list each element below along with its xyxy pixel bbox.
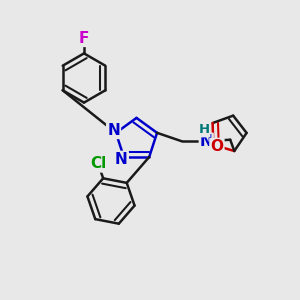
Text: Cl: Cl <box>90 156 106 171</box>
Text: F: F <box>79 31 89 46</box>
Text: H: H <box>198 123 209 136</box>
Text: N: N <box>107 123 120 138</box>
Text: N: N <box>200 134 213 149</box>
Text: O: O <box>210 139 224 154</box>
Text: N: N <box>115 152 128 167</box>
